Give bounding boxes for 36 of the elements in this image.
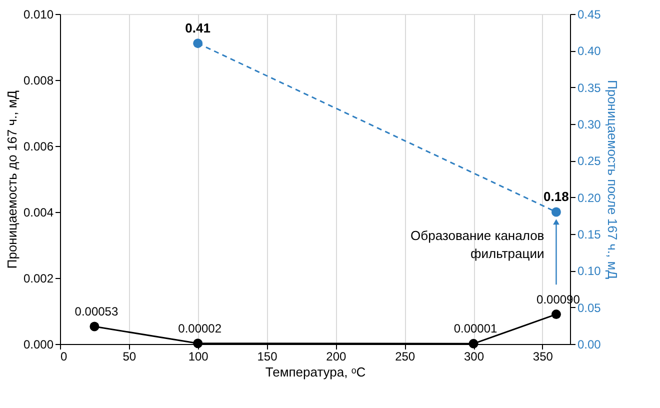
y-tick-label: 0.010 [23,8,54,22]
x-tick-label: 200 [326,350,347,364]
data-label: 0.18 [544,189,569,204]
y-tick-label: 0.002 [23,272,54,286]
x-tick-label: 0 [60,350,68,364]
x-tick-label: 250 [395,350,416,364]
y2-tick-label: 0.10 [578,264,602,278]
y-tick-label: 0.008 [23,74,54,88]
y-tick-label: 0.004 [23,206,54,220]
data-label: 0.00002 [178,321,222,336]
y-axis-title: Проницаемость до 167 ч., мД [4,90,20,269]
data-label: 0.41 [185,20,210,36]
y2-tick-label: 0.00 [578,338,602,352]
y2-tick-label: 0.35 [578,80,602,95]
y-tick-label: 0.000 [23,338,54,352]
y2-axis-title: Проницаемость после 167 ч., мД [604,80,620,280]
y2-tick-label: 0.40 [578,44,602,58]
point [551,310,561,320]
y2-tick-label: 0.20 [578,190,602,205]
x-tick-label: 350 [532,350,554,364]
y2-tick-label: 0.15 [578,228,602,242]
annotation: Образование каналов фильтрации [410,228,544,262]
y2-tick-label: 0.45 [578,8,602,22]
x-tick-label: 100 [188,350,209,364]
y-tick-label: 0.006 [23,140,54,154]
x-tick-label: 50 [122,350,136,364]
point [468,338,478,348]
point [193,338,203,348]
data-label: 0.00053 [74,304,118,319]
data-label: 0.00001 [454,322,498,336]
y2-tick-label: 0.25 [578,154,602,168]
y2-tick-label: 0.30 [578,118,602,132]
x-axis-title: Температура, ᵒC [265,364,366,380]
x-tick-label: 300 [464,350,484,364]
point [90,322,100,332]
x-tick-label: 150 [257,350,278,364]
